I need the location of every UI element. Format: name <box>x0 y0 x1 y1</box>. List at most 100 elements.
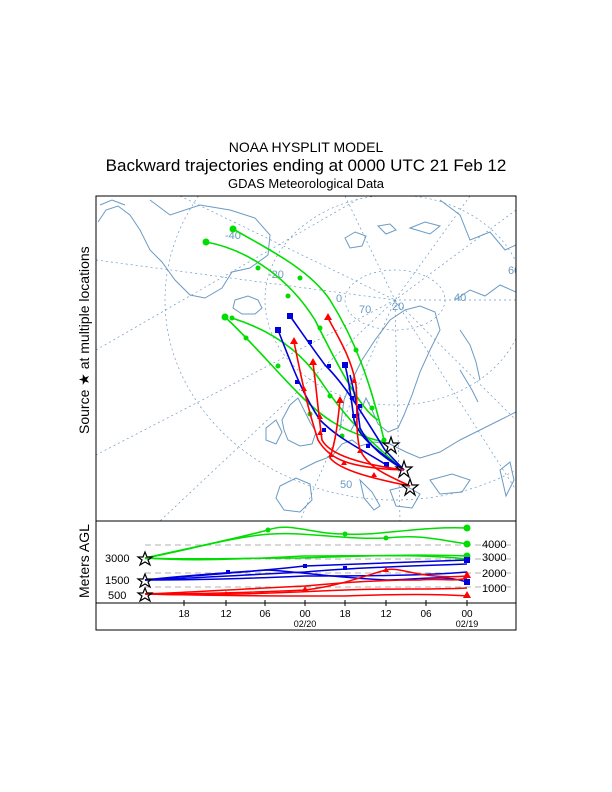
height-profile-line <box>144 593 468 597</box>
height-profile-line <box>144 526 468 559</box>
height-axis-label: 2000 <box>482 568 506 580</box>
trajectory-marker <box>350 396 354 400</box>
iceland-coast <box>232 295 263 315</box>
height-marker <box>463 571 471 578</box>
trajectory-marker <box>317 325 323 331</box>
trajectory-line <box>327 317 411 487</box>
blue-markers <box>275 313 389 467</box>
source-star-icon <box>394 459 414 479</box>
trajectory-line <box>205 241 379 421</box>
height-marker <box>463 591 471 598</box>
trajectory-marker <box>243 335 249 341</box>
red-markers <box>290 313 377 477</box>
trajectory-marker <box>202 238 210 246</box>
trajectory-line <box>349 374 405 471</box>
coastlines <box>97 199 516 513</box>
green-height-profiles <box>144 526 468 561</box>
start-height-label: 1500 <box>105 575 129 587</box>
black-sea <box>429 473 471 495</box>
grid-label: 60 <box>508 265 520 277</box>
height-marker <box>463 540 471 548</box>
height-marker <box>464 579 470 585</box>
trajectory-marker <box>381 437 387 443</box>
green-markers <box>202 225 387 443</box>
time-tick-label: 12 <box>380 609 392 620</box>
grid-label: 70 <box>359 304 371 316</box>
height-marker <box>342 531 348 537</box>
trajectory-marker <box>285 293 291 299</box>
time-tick-label: 06 <box>259 609 271 620</box>
trajectory-marker <box>317 414 323 419</box>
vertical-profile-panel <box>144 524 516 598</box>
time-tick-label: 06 <box>420 609 432 620</box>
trajectory-marker <box>255 265 261 271</box>
data-source-label: GDAS Meteorological Data <box>227 176 385 191</box>
grid-labels: -40 -20 0 70 20 40 60 50 <box>225 230 520 491</box>
trajectory-line <box>344 364 405 471</box>
height-marker <box>302 586 308 591</box>
start-height-label: 500 <box>108 590 126 602</box>
trajectory-marker <box>229 315 235 321</box>
height-marker <box>463 524 471 532</box>
trajectory-line <box>232 228 385 441</box>
trajectory-line <box>329 399 411 487</box>
start-height-label: 3000 <box>105 553 129 565</box>
trajectory-marker <box>287 313 293 319</box>
trajectory-line <box>231 317 405 471</box>
grid-label: 20 <box>392 301 404 313</box>
map-graticule <box>96 196 516 521</box>
time-ticks <box>183 600 468 606</box>
trajectory-marker <box>309 358 317 365</box>
height-axis-label: 1000 <box>482 583 506 595</box>
trajectory-marker <box>324 313 332 320</box>
russia-arctic-coast <box>439 199 516 251</box>
balkan-coast <box>389 485 421 509</box>
ireland-coast <box>265 419 283 445</box>
map-panel: -40 -20 0 70 20 40 60 50 <box>96 196 520 521</box>
trajectory-marker <box>352 414 356 418</box>
grid-label: 40 <box>454 292 466 304</box>
height-profile-line <box>144 532 468 559</box>
red-height-profiles <box>144 568 468 597</box>
trajectory-marker <box>384 462 389 467</box>
date-label: 02/20 <box>294 619 317 629</box>
scandinavia-coast <box>339 305 441 433</box>
source-star-icon <box>136 572 154 589</box>
trajectory-marker <box>308 340 312 344</box>
iberia-coast <box>275 477 313 513</box>
trajectory-marker <box>221 313 229 321</box>
height-marker <box>303 564 307 568</box>
time-axis-box <box>95 602 517 631</box>
trajectory-marker <box>351 378 357 383</box>
red-trajectories <box>293 317 411 487</box>
profile-source-stars <box>136 550 154 603</box>
trajectory-line <box>293 341 405 471</box>
trajectory-line <box>289 315 405 471</box>
time-tick-labels: 18 12 06 00 18 12 06 00 02/20 02/19 <box>178 609 478 629</box>
greenland-coast <box>97 199 271 299</box>
grid-label: 0 <box>336 293 342 305</box>
trajectory-marker <box>275 363 281 369</box>
trajectory-marker <box>357 448 363 453</box>
svalbard-coast <box>344 231 367 249</box>
source-stars <box>381 435 420 497</box>
trajectory-marker <box>327 393 333 399</box>
start-height-labels: 3000 1500 500 <box>105 553 129 602</box>
trajectory-marker <box>369 405 375 411</box>
time-tick-label: 18 <box>339 609 351 620</box>
trajectory-marker <box>358 404 362 408</box>
trajectory-marker <box>275 327 281 333</box>
trajectory-subtitle: Backward trajectories ending at 0000 UTC… <box>105 156 507 175</box>
height-axis-label: 4000 <box>482 539 506 551</box>
trajectory-marker <box>229 225 237 233</box>
height-marker <box>226 570 230 574</box>
height-axis-label: 3000 <box>482 552 506 564</box>
height-profile-line <box>144 559 468 581</box>
trajectory-marker <box>336 396 344 403</box>
trajectory-marker <box>290 337 298 344</box>
height-marker <box>464 557 470 563</box>
trajectory-marker <box>366 444 370 448</box>
height-marker <box>383 567 389 572</box>
trajectory-marker <box>328 452 334 457</box>
